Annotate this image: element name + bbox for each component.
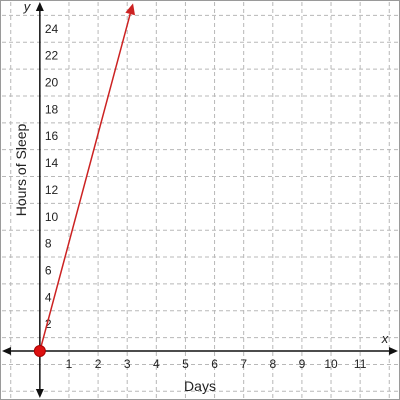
y-tick-label: 8 xyxy=(45,237,52,251)
x-tick-label: 8 xyxy=(269,357,276,371)
y-axis-arrow-up xyxy=(35,2,44,11)
x-tick-label: 10 xyxy=(324,357,338,371)
y-tick-label: 12 xyxy=(45,183,59,197)
x-tick-label: 4 xyxy=(153,357,160,371)
y-axis-variable-label: y xyxy=(23,0,32,14)
y-tick-label: 10 xyxy=(45,210,59,224)
x-axis-arrow-left xyxy=(2,347,11,356)
x-tick-label: 6 xyxy=(211,357,218,371)
y-tick-label: 4 xyxy=(45,290,52,304)
y-tick-label: 20 xyxy=(45,76,59,90)
y-tick-label: 18 xyxy=(45,102,59,116)
x-tick-label: 2 xyxy=(95,357,102,371)
series-line xyxy=(39,13,131,352)
y-axis-title: Hours of Sleep xyxy=(13,123,29,216)
series-end-arrow xyxy=(125,3,136,16)
y-tick-label: 14 xyxy=(45,156,59,170)
series-layer xyxy=(33,3,136,358)
y-axis-arrow-down xyxy=(35,389,44,398)
x-tick-label: 7 xyxy=(240,357,247,371)
y-tick-label: 24 xyxy=(45,22,59,36)
x-tick-label: 1 xyxy=(66,357,73,371)
y-tick-label: 22 xyxy=(45,49,59,63)
x-tick-label: 5 xyxy=(182,357,189,371)
x-axis-variable-label: x xyxy=(381,331,389,346)
y-tick-label: 6 xyxy=(45,263,52,277)
y-tick-label: 2 xyxy=(45,317,52,331)
x-tick-label: 9 xyxy=(299,357,306,371)
x-axis-arrow-right xyxy=(389,347,398,356)
y-tick-label: 16 xyxy=(45,129,59,143)
x-tick-label: 11 xyxy=(354,357,367,371)
x-tick-label: 3 xyxy=(124,357,131,371)
x-axis-title: Days xyxy=(184,378,216,394)
series-start-point xyxy=(33,345,46,358)
